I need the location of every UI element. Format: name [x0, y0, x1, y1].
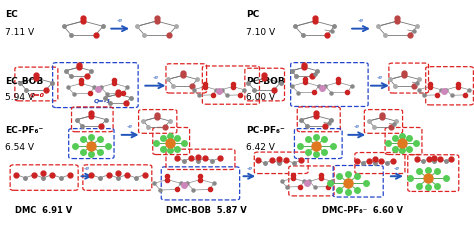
Text: -e: -e [246, 166, 252, 171]
Text: -e: -e [358, 18, 364, 23]
Text: -e: -e [127, 124, 133, 129]
Text: -e: -e [117, 18, 123, 23]
Text: 5.94 V: 5.94 V [5, 94, 35, 103]
Text: -e: -e [394, 166, 400, 171]
Text: DMC  6.91 V: DMC 6.91 V [15, 206, 72, 215]
Text: 6.54 V: 6.54 V [5, 143, 35, 152]
Text: -e: -e [377, 75, 383, 80]
Text: -e: -e [354, 124, 360, 129]
Text: 7.10 V: 7.10 V [246, 27, 275, 36]
Text: DMC-PF₆⁻  6.60 V: DMC-PF₆⁻ 6.60 V [322, 206, 403, 215]
Text: EC-PF₆⁻: EC-PF₆⁻ [5, 126, 44, 135]
Text: 6.42 V: 6.42 V [246, 143, 275, 152]
Text: Q=0: Q=0 [29, 92, 45, 97]
Text: -e: -e [152, 75, 158, 80]
Text: EC-BOB: EC-BOB [5, 77, 44, 86]
Text: PC-PF₆⁻: PC-PF₆⁻ [246, 126, 285, 135]
Text: Q=-1: Q=-1 [93, 98, 111, 103]
Text: -e: -e [84, 166, 90, 171]
Text: DMC-BOB  5.87 V: DMC-BOB 5.87 V [166, 206, 247, 215]
Text: 6.00 V: 6.00 V [246, 94, 275, 103]
Text: PC-BOB: PC-BOB [246, 77, 285, 86]
Text: EC: EC [5, 10, 18, 19]
Text: 7.11 V: 7.11 V [5, 27, 35, 36]
Text: PC: PC [246, 10, 259, 19]
